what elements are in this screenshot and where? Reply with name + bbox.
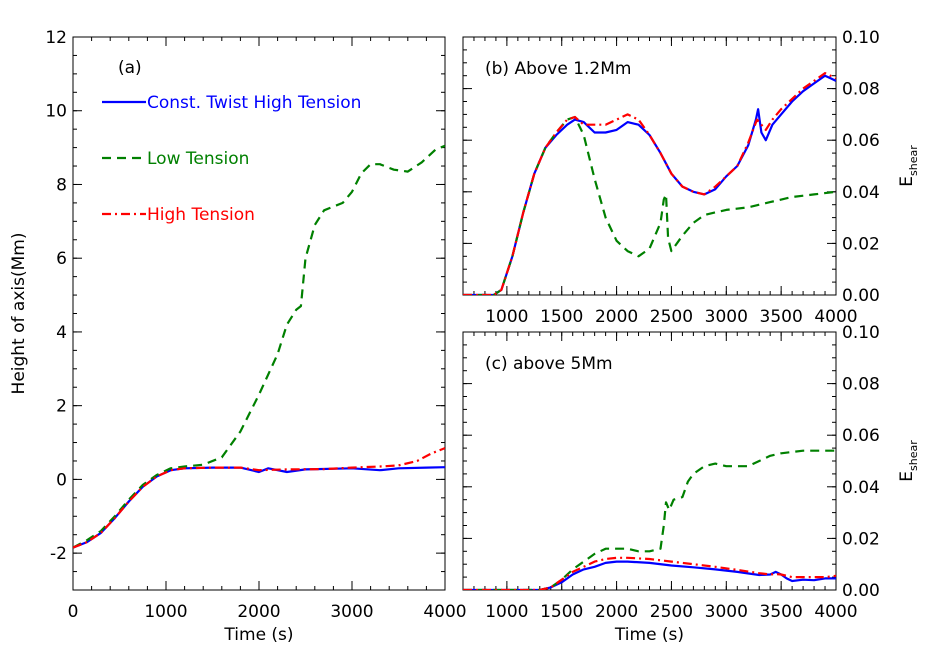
x-tick-label: 1500 [540, 307, 583, 327]
x-tick-label: 3000 [705, 602, 748, 622]
x-tick-label: 2000 [237, 602, 280, 622]
x-tick-label: 3500 [760, 602, 803, 622]
y-axis-label-sub: shear [907, 145, 920, 176]
series-line-high-tension [73, 447, 445, 549]
legend-label: High Tension [147, 205, 255, 225]
series-group [463, 449, 836, 590]
series-group [463, 72, 836, 295]
series-line-0 [463, 560, 836, 590]
y-tick-label: 0.02 [842, 529, 880, 549]
panel-label: (a) [118, 58, 142, 78]
y-tick-label: 0.08 [842, 80, 880, 100]
x-axis-label: Time (s) [614, 625, 684, 645]
y-tick-label: 10 [45, 102, 67, 122]
y-axis-label-main: E [897, 471, 917, 482]
x-tick-label: 4000 [814, 602, 857, 622]
y-tick-label: 2 [56, 397, 67, 417]
panel-a: 0 1000 2000 3000 4000 -2 0 2 4 6 8 10 12 Time (s) Heig… [9, 28, 467, 645]
x-tick-label: 2500 [650, 602, 693, 622]
series-line-1 [463, 449, 836, 590]
x-tick-label: 1000 [144, 602, 187, 622]
x-tick-label: 3500 [760, 307, 803, 327]
y-axis-label: Eshear [897, 440, 920, 482]
legend-label: Low Tension [147, 149, 249, 169]
series-line-const-twist-high-tension [73, 466, 445, 549]
y-tick-label: 8 [56, 175, 67, 195]
x-tick-label: 4000 [423, 602, 466, 622]
y-axis-label-main: E [897, 176, 917, 187]
x-tick-label: 1500 [540, 602, 583, 622]
y-tick-label: 0.10 [842, 323, 880, 343]
x-tick-label: 1000 [485, 307, 528, 327]
y-tick-label: 0 [56, 470, 67, 490]
x-tick-label: 1000 [485, 602, 528, 622]
plot-frame [72, 36, 446, 591]
y-tick-label: 0.00 [842, 581, 880, 601]
panel-label: (c) above 5Mm [485, 354, 613, 374]
x-tick-label: 4000 [814, 307, 857, 327]
y-tick-label: 4 [56, 323, 67, 343]
x-tick-label: 3000 [705, 307, 748, 327]
series-line-0 [463, 74, 836, 295]
y-tick-label: 6 [56, 249, 67, 269]
y-tick-label: 0.04 [842, 478, 880, 498]
y-tick-label: 0.10 [842, 28, 880, 48]
x-axis-label: Time (s) [223, 625, 293, 645]
series-group [73, 144, 445, 549]
panel-label: (b) Above 1.2Mm [485, 59, 631, 79]
x-tick-label: 2000 [595, 602, 638, 622]
y-tick-label: 0.02 [842, 234, 880, 254]
y-tick-label: -2 [50, 544, 67, 564]
x-tick-label: 2500 [650, 307, 693, 327]
y-tick-label: 0.06 [842, 131, 880, 151]
y-axis-label: Height of axis(Mm) [9, 233, 29, 395]
y-tick-label: 0.08 [842, 375, 880, 395]
y-axis-label-sub: shear [907, 440, 920, 471]
y-axis-label: Eshear [897, 145, 920, 187]
legend-label: Const. Twist High Tension [147, 93, 361, 113]
y-tick-label: 12 [45, 28, 67, 48]
series-line-2 [463, 72, 836, 295]
y-tick-label: 0.06 [842, 426, 880, 446]
series-line-1 [463, 115, 836, 295]
y-tick-label: 0.00 [842, 286, 880, 306]
x-tick-label: 3000 [330, 602, 373, 622]
x-tick-label: 2000 [595, 307, 638, 327]
x-tick-label: 0 [68, 602, 79, 622]
series-line-low-tension [73, 144, 445, 549]
y-tick-label: 0.04 [842, 183, 880, 203]
